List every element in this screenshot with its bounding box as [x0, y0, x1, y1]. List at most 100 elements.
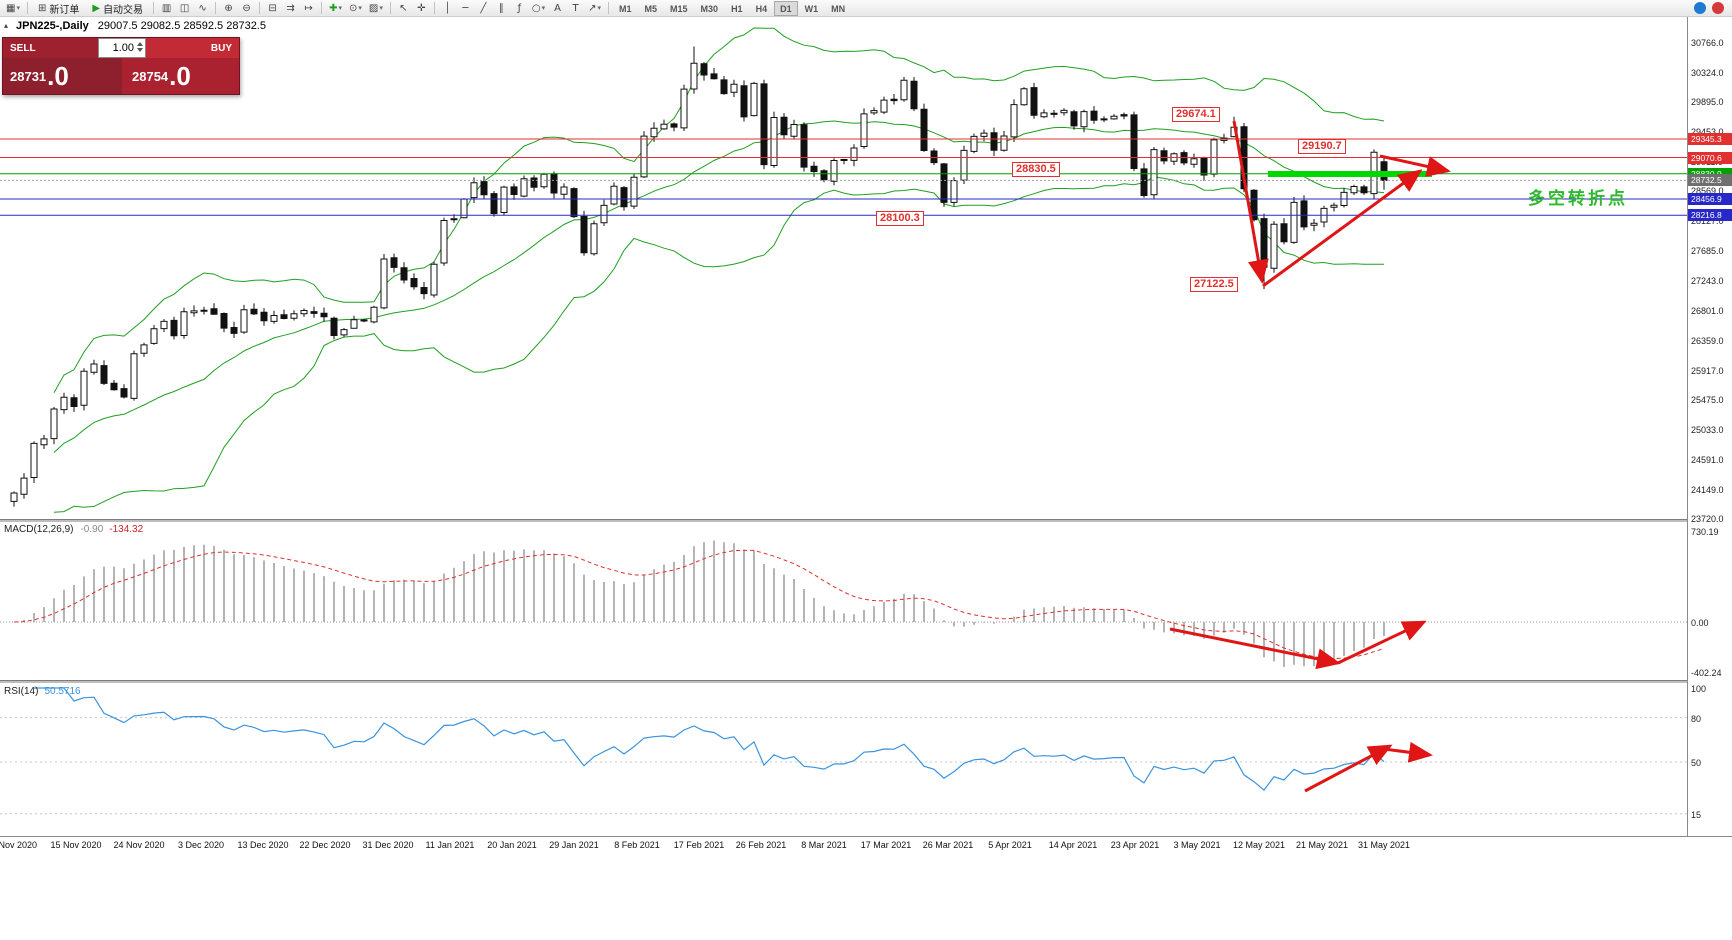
arrow-objects-button[interactable]: ↗ ▾	[585, 1, 604, 16]
indicators-button[interactable]: ✚ ▾	[326, 1, 345, 16]
equidistant-channel-button[interactable]: ∥	[493, 1, 510, 16]
rsi-value: 50.5716	[44, 686, 81, 697]
price-callout[interactable]: 28830.5	[1012, 162, 1060, 177]
macd-signal-line	[13, 549, 1385, 660]
price-tag: 29345.3	[1688, 133, 1732, 145]
equidistant-channel-icon: ∥	[498, 2, 504, 14]
alert-icon[interactable]	[1712, 2, 1724, 14]
macd-signal-value: -134.32	[109, 524, 144, 535]
volume-input[interactable]: 1.00	[98, 38, 146, 58]
chart-symbol-label: JPN225-,Daily	[16, 20, 89, 32]
volume-spinner[interactable]	[137, 42, 143, 52]
price-axis-label: 30766.0	[1691, 38, 1724, 48]
sell-price[interactable]: 28731 .0	[3, 58, 122, 94]
auto-trading-button[interactable]: ▶ 自动交易	[86, 1, 149, 16]
cursor-icon: ↖	[399, 2, 408, 14]
rsi-name: RSI(14)	[4, 686, 39, 697]
new-order-button[interactable]: ⊞ 新订单	[32, 1, 85, 16]
periods-button[interactable]: ⊙ ▾	[346, 1, 365, 16]
timeframe-mn-button[interactable]: MN	[831, 3, 846, 14]
price-axis-label: 29453.0	[1691, 127, 1724, 137]
macd-main-value: -0.90	[80, 524, 104, 535]
price-callout[interactable]: 29674.1	[1172, 107, 1220, 122]
timeframe-h4-button[interactable]: H4	[755, 3, 768, 14]
price-tag: 29070.6	[1688, 152, 1732, 164]
price-axis[interactable]: 30766.030324.029895.029453.029011.028569…	[1687, 17, 1732, 836]
new-chart-button[interactable]: ▦ ▾	[3, 1, 23, 16]
tile-windows-icon: ⊟	[268, 2, 277, 14]
crosshair-icon: ✛	[417, 2, 426, 14]
zoom-in-icon: ⊕	[224, 2, 233, 14]
caret-down-icon: ▾	[338, 5, 342, 12]
price-callout[interactable]: 27122.5	[1190, 277, 1238, 292]
spinner-down-icon[interactable]	[137, 48, 143, 52]
main-chart[interactable]	[0, 17, 1687, 519]
date-label: 21 May 2021	[1295, 840, 1349, 850]
horizontal-line-button[interactable]: ─	[457, 1, 474, 16]
date-label: 11 Jan 2021	[425, 840, 475, 850]
one-click-collapse-button[interactable]: ▴	[4, 21, 9, 30]
price-callout[interactable]: 29190.7	[1298, 139, 1346, 154]
text-button[interactable]: A	[549, 1, 566, 16]
volume-value: 1.00	[112, 42, 134, 54]
date-label: 24 Nov 2020	[113, 840, 165, 850]
cursor-button[interactable]: ↖	[395, 1, 412, 16]
timeframe-m15-button[interactable]: M15	[670, 3, 688, 14]
bar-chart-mode-icon: ▥	[161, 2, 172, 14]
tile-windows-button[interactable]: ⊟	[264, 1, 281, 16]
timeframe-d1-button[interactable]: D1	[774, 0, 798, 16]
vertical-line-icon: │	[444, 2, 451, 14]
new-order-label: 新订单	[49, 4, 80, 16]
timeframe-h1-button[interactable]: H1	[731, 3, 743, 14]
date-label: 23 Apr 2021	[1110, 840, 1160, 850]
rsi-panel[interactable]	[0, 683, 1687, 836]
templates-icon: ▨	[368, 2, 379, 14]
rsi-panel-separator[interactable]	[0, 680, 1732, 683]
text-label-icon: T	[572, 2, 579, 14]
text-label-button[interactable]: T	[567, 1, 584, 16]
auto-trading-label: 自动交易	[103, 4, 144, 16]
line-chart-mode-button[interactable]: ∿	[194, 1, 211, 16]
vertical-line-button[interactable]: │	[439, 1, 456, 16]
timeframe-m1-button[interactable]: M1	[619, 3, 632, 14]
caret-down-icon: ▾	[541, 5, 546, 12]
timeframe-m30-button[interactable]: M30	[700, 3, 719, 14]
templates-button[interactable]: ▨ ▾	[366, 1, 386, 16]
zoom-out-button[interactable]: ⊖	[238, 1, 255, 16]
sell-button[interactable]: SELL	[3, 38, 98, 58]
crosshair-button[interactable]: ✛	[413, 1, 430, 16]
price-axis-label: 24149.0	[1691, 485, 1724, 495]
time-axis[interactable]: 5 Nov 2020 15 Nov 2020 24 Nov 2020 3 Dec 20…	[0, 836, 1732, 854]
rsi-axis-label: 15	[1691, 810, 1702, 820]
trendline-button[interactable]: ╱	[475, 1, 492, 16]
shapes-icon: ○	[531, 2, 541, 14]
bar-chart-mode-button[interactable]: ▥	[158, 1, 175, 16]
buy-price-main: 28754	[132, 68, 169, 84]
chart-title: JPN225-,Daily 29007.5 29082.5 28592.5 28…	[16, 20, 266, 32]
buy-label: BUY	[210, 42, 232, 54]
chart-shift-button[interactable]: ↦	[300, 1, 317, 16]
zoom-in-button[interactable]: ⊕	[220, 1, 237, 16]
candlestick-mode-button[interactable]: ◫	[176, 1, 193, 16]
auto-scroll-button[interactable]: ⇉	[282, 1, 299, 16]
timeframe-m5-button[interactable]: M5	[644, 3, 658, 14]
date-label: 13 Dec 2020	[237, 840, 289, 850]
buy-button[interactable]: BUY	[146, 38, 239, 58]
community-icon[interactable]	[1694, 2, 1706, 14]
price-axis-label: 26801.0	[1691, 306, 1724, 316]
toolbar-separator	[389, 2, 391, 14]
price-axis-label: 25475.0	[1691, 395, 1724, 405]
shapes-button[interactable]: ○ ▾	[529, 1, 548, 16]
timeframe-w1-button[interactable]: W1	[804, 3, 819, 14]
fibonacci-button[interactable]: ƒ	[511, 1, 528, 16]
buy-price[interactable]: 28754 .0	[122, 58, 239, 94]
bull-candles	[10, 62, 1378, 502]
spinner-up-icon[interactable]	[137, 42, 143, 46]
one-click-trading-panel: SELL 1.00 BUY 28731 .0 28754 .0	[2, 37, 240, 95]
macd-panel-separator[interactable]	[0, 519, 1732, 522]
zoom-out-icon: ⊖	[242, 2, 251, 14]
macd-panel[interactable]	[0, 522, 1687, 680]
date-label: 26 Feb 2021	[735, 840, 787, 850]
price-callout[interactable]: 28100.3	[876, 211, 924, 226]
text-icon: A	[554, 2, 562, 14]
